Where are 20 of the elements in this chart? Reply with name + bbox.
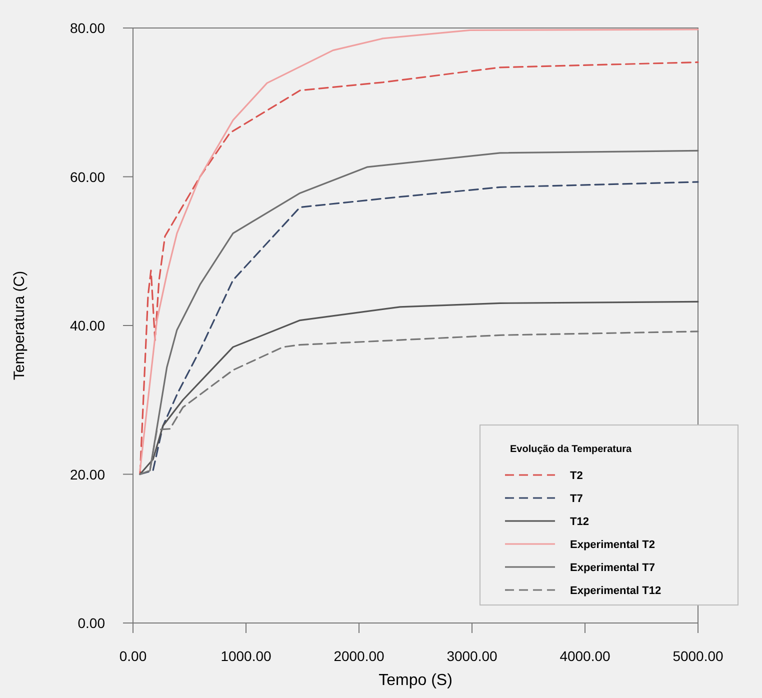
legend-title: Evolução da Temperatura: [510, 444, 632, 455]
y-tick-label: 0.00: [78, 615, 106, 631]
x-tick-label: 5000.00: [672, 648, 724, 664]
legend-label: T2: [570, 470, 583, 482]
x-tick-label: 0.00: [119, 648, 147, 664]
legend-label: Experimental T12: [570, 585, 662, 597]
y-axis-title: Temperatura (C): [11, 270, 28, 380]
y-tick-label: 80.00: [70, 20, 106, 36]
x-axis-title: Tempo (S): [378, 672, 452, 689]
legend-label: T12: [570, 516, 589, 528]
legend-label: T7: [570, 493, 583, 505]
y-tick-label: 20.00: [70, 466, 106, 482]
legend-label: Experimental T2: [570, 539, 655, 551]
x-tick-label: 2000.00: [334, 648, 385, 664]
legend-label: Experimental T7: [570, 562, 655, 574]
y-tick-label: 40.00: [70, 318, 106, 334]
x-tick-label: 3000.00: [446, 648, 498, 664]
x-tick-label: 1000.00: [220, 648, 272, 664]
x-tick-label: 4000.00: [560, 648, 611, 664]
y-tick-label: 60.00: [70, 168, 106, 185]
